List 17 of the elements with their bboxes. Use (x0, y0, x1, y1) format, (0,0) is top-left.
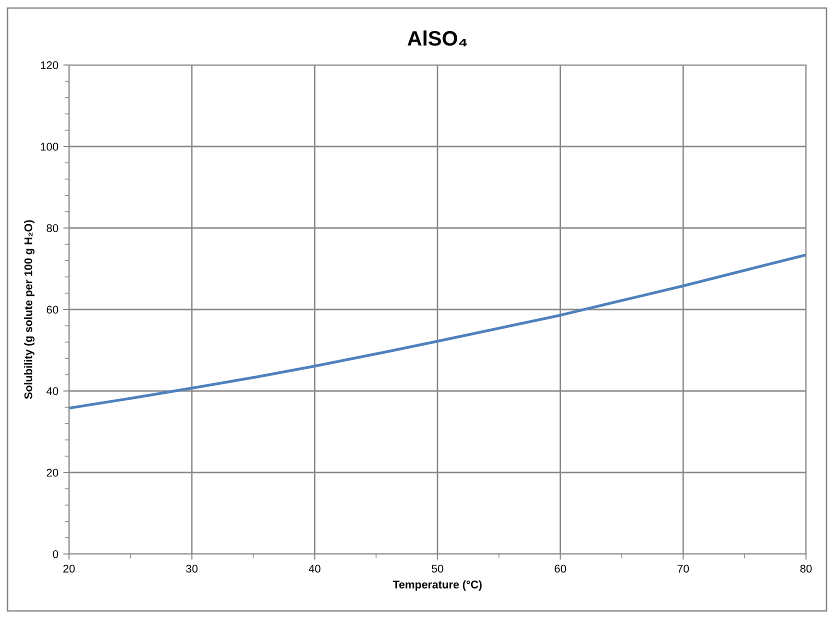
x-tick-label: 60 (554, 564, 566, 573)
x-tick-label: 30 (186, 564, 198, 573)
y-tick-label: 40 (46, 387, 58, 396)
y-tick-label: 20 (46, 468, 58, 477)
x-tick-label: 50 (432, 564, 444, 573)
x-tick-label: 70 (678, 564, 689, 573)
x-tick-label: 80 (800, 564, 812, 573)
x-axis-title: Temperature (°C) (392, 580, 482, 591)
y-axis-title: Solubility (g solute per 100 g H₂O) (24, 220, 34, 399)
y-tick-label: 100 (40, 142, 58, 151)
x-tick-label: 20 (63, 564, 75, 573)
y-tick-label: 60 (46, 306, 58, 314)
x-tick-label: 40 (308, 564, 320, 573)
y-tick-label: 80 (46, 224, 58, 232)
y-tick-label: 120 (40, 61, 58, 70)
y-tick-label: 0 (52, 550, 58, 558)
chart-title: AlSO₄ (408, 30, 467, 46)
